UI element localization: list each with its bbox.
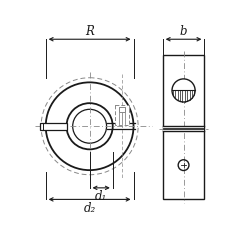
Bar — [115, 106, 129, 126]
Bar — [163, 55, 204, 200]
Text: d₂: d₂ — [84, 202, 96, 215]
Text: R: R — [85, 25, 94, 38]
Bar — [40, 123, 66, 130]
Circle shape — [172, 79, 195, 102]
Bar — [119, 107, 125, 112]
Text: d₁: d₁ — [95, 190, 107, 203]
Text: b: b — [180, 25, 187, 38]
Bar — [163, 126, 204, 131]
